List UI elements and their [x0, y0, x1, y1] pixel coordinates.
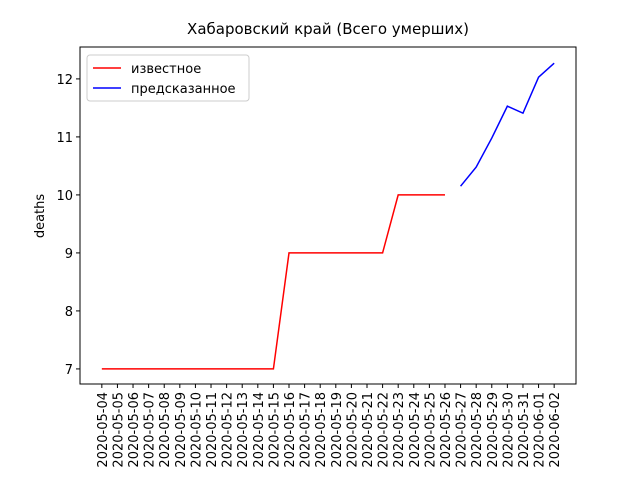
- x-tick-label: 2020-05-25: [423, 392, 438, 468]
- x-tick-label: 2020-05-22: [377, 392, 392, 468]
- y-tick-label: 7: [65, 363, 73, 378]
- x-tick-label: 2020-05-26: [439, 392, 454, 468]
- line-series: [459, 62, 555, 187]
- x-tick-label: 2020-05-24: [408, 392, 423, 468]
- x-tick-label: 2020-05-31: [517, 392, 532, 468]
- y-tick-label: 12: [56, 73, 73, 88]
- x-tick-label: 2020-05-20: [345, 392, 360, 468]
- y-axis-label: deaths: [33, 194, 48, 239]
- axes-frame: [79, 46, 577, 385]
- x-tick-label: 2020-05-06: [127, 392, 142, 468]
- x-tick-label: 2020-05-27: [455, 392, 470, 468]
- legend-label: предсказанное: [131, 82, 236, 97]
- x-tick-label: 2020-05-16: [283, 392, 298, 468]
- x-tick-label: 2020-05-05: [111, 392, 126, 468]
- x-tick-label: 2020-05-28: [470, 392, 485, 468]
- x-tick-label: 2020-05-15: [267, 392, 282, 468]
- x-tick-label: 2020-05-10: [189, 392, 204, 468]
- x-tick-label: 2020-05-12: [221, 392, 236, 468]
- x-tick-label: 2020-05-30: [501, 392, 516, 468]
- x-tick-label: 2020-05-17: [299, 392, 314, 468]
- x-tick-label: 2020-05-29: [486, 392, 501, 468]
- x-tick-label: 2020-05-11: [205, 392, 220, 468]
- x-tick-label: 2020-05-23: [392, 392, 407, 468]
- y-tick-label: 10: [56, 189, 73, 204]
- x-tick-label: 2020-05-08: [158, 392, 173, 468]
- x-tick-label: 2020-06-02: [548, 392, 563, 468]
- x-tick-label: 2020-05-14: [252, 392, 267, 468]
- x-tick-label: 2020-05-04: [96, 392, 111, 468]
- legend-box: [86, 54, 250, 102]
- x-tick-label: 2020-05-21: [361, 392, 376, 468]
- y-tick-label: 8: [65, 305, 73, 320]
- x-tick-label: 2020-05-09: [174, 392, 189, 468]
- x-tick-label: 2020-05-13: [236, 392, 251, 468]
- chart-title: Хабаровский край (Всего умерших): [187, 20, 469, 38]
- legend-label: известное: [131, 62, 201, 77]
- x-tick-label: 2020-06-01: [533, 392, 548, 468]
- y-tick-label: 11: [56, 131, 73, 146]
- x-tick-label: 2020-05-18: [314, 392, 329, 468]
- x-tick-label: 2020-05-07: [143, 392, 158, 468]
- y-tick-label: 9: [65, 247, 73, 262]
- line-series: [101, 194, 445, 370]
- x-tick-label: 2020-05-19: [330, 392, 345, 468]
